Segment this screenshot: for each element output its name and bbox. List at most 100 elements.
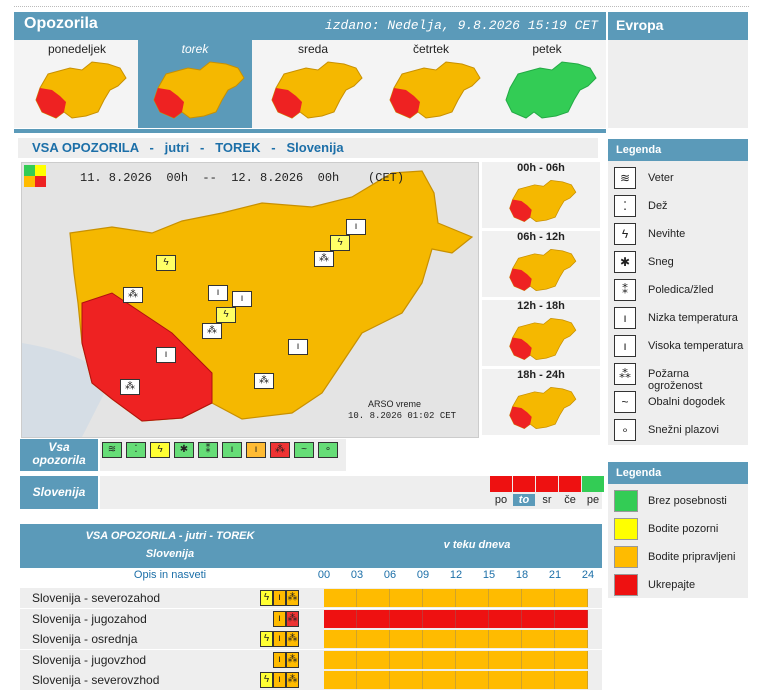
region-row-label: Slovenija - severozahod — [32, 591, 161, 605]
ice-icon: ⁑ — [614, 279, 636, 301]
timeline-segment — [522, 630, 555, 648]
lightning-icon[interactable]: ϟ — [330, 235, 350, 251]
timeslot-label: 06h - 12h — [517, 231, 565, 243]
timeline-segment — [456, 671, 489, 689]
top-divider — [14, 6, 749, 7]
day-letter: če — [564, 494, 576, 506]
fire-icon[interactable]: ⁂ — [286, 590, 299, 606]
fire-icon[interactable]: ⁂ — [286, 651, 299, 668]
wind-icon[interactable]: ≋ — [102, 442, 122, 458]
table-row[interactable]: Slovenija - jugovzhod ı ⁂ — [20, 649, 602, 670]
legend-types: ≋ Veter ⁚ Dež ϟ Nevihte ✱ Sneg ⁑ Poledica/žle… — [608, 161, 748, 445]
fire-icon[interactable]: ⁂ — [270, 442, 290, 458]
fire-icon[interactable]: ⁂ — [120, 379, 140, 395]
timeline-segment — [522, 589, 555, 607]
avalanche-icon[interactable]: ∘ — [318, 442, 338, 458]
day-swatch-to[interactable] — [513, 476, 535, 492]
timeline-segment — [489, 609, 522, 628]
timeline-segment — [357, 630, 390, 648]
all-warnings-label: Vsa opozorila — [20, 439, 98, 471]
fire-icon[interactable]: ⁂ — [254, 373, 274, 389]
region-row-label: Slovenija - jugovzhod — [32, 652, 147, 667]
high-temp-icon[interactable]: ı — [273, 590, 286, 606]
fire-icon[interactable]: ⁂ — [286, 631, 299, 647]
table-row[interactable]: Slovenija - jugozahod ı ⁂ — [20, 608, 602, 629]
lightning-icon[interactable]: ϟ — [260, 590, 273, 606]
day-label: petek — [532, 42, 562, 56]
timeslot-0[interactable]: 00h - 06h — [482, 162, 600, 228]
coastal-icon[interactable]: ~ — [294, 442, 314, 458]
high-temp-icon[interactable]: ı — [273, 631, 286, 647]
day-tab-cetrtek[interactable]: četrtek — [374, 40, 488, 128]
lightning-icon[interactable]: ϟ — [150, 442, 170, 458]
fire-icon[interactable]: ⁂ — [123, 287, 143, 303]
high-temp-icon[interactable]: ı — [273, 651, 286, 668]
timeline-segment — [324, 650, 357, 669]
timeline-subheader: Opis in nasveti 00 03 06 09 12 15 18 21 … — [20, 568, 602, 584]
high-temp-icon[interactable]: ı — [288, 339, 308, 355]
legend-item: Bodite pripravljeni — [614, 546, 744, 570]
lightning-icon[interactable]: ϟ — [216, 307, 236, 323]
region-day-strip: po to sr če pe — [100, 476, 604, 509]
timeslot-2[interactable]: 12h - 18h — [482, 300, 600, 366]
timeline-segment — [489, 589, 522, 607]
ice-icon[interactable]: ⁑ — [198, 442, 218, 458]
low-temp-icon[interactable]: ı — [222, 442, 242, 458]
day-swatch-ce[interactable] — [559, 476, 581, 492]
fire-icon[interactable]: ⁂ — [286, 610, 299, 627]
day-tab-torek[interactable]: torek — [138, 40, 252, 128]
table-row[interactable]: Slovenija - severozahod ϟ ı ⁂ — [20, 588, 602, 608]
table-row[interactable]: Slovenija - severovzhod ϟ ı ⁂ — [20, 670, 602, 690]
lightning-icon[interactable]: ϟ — [260, 631, 273, 647]
timeline-segment — [522, 671, 555, 689]
legend-label: Dež — [648, 200, 668, 212]
description-link[interactable]: Opis in nasveti — [133, 569, 207, 581]
region-row-label: Slovenija - jugozahod — [32, 611, 147, 626]
high-temp-icon[interactable]: ı — [273, 610, 286, 627]
timeline-segment — [324, 589, 357, 607]
timeline-segment — [423, 630, 456, 648]
rain-icon[interactable]: ⁚ — [126, 442, 146, 458]
timeline-segment — [456, 650, 489, 669]
europe-label: Evropa — [616, 17, 664, 33]
day-label: sreda — [297, 42, 329, 56]
snow-icon[interactable]: ✱ — [174, 442, 194, 458]
timeslot-3[interactable]: 18h - 24h — [482, 369, 600, 435]
timeslot-1[interactable]: 06h - 12h — [482, 231, 600, 297]
legend-item: Bodite pozorni — [614, 518, 744, 542]
slovenia-mini-map — [153, 61, 245, 119]
day-tab-petek[interactable]: petek — [490, 40, 604, 128]
timeline-segment — [357, 650, 390, 669]
europe-link[interactable]: Evropa — [608, 12, 748, 40]
day-tab-sreda[interactable]: sreda — [256, 40, 370, 128]
main-warning-map[interactable]: 11. 8.2026 00h -- 12. 8.2026 00h (CET) ϟ… — [21, 162, 479, 438]
day-tab-ponedeljek[interactable]: ponedeljek — [20, 40, 134, 128]
hour-tick: 12 — [449, 569, 463, 581]
high-temp-icon[interactable]: ı — [232, 291, 252, 307]
timeline-segment — [390, 630, 423, 648]
day-swatch-pe[interactable] — [582, 476, 604, 492]
slovenia-mini-map — [35, 61, 127, 119]
high-temp-icon[interactable]: ı — [273, 672, 286, 688]
timeline-segment — [489, 630, 522, 648]
timeline-table-header: VSA OPOZORILA - jutri - TOREK Slovenija … — [20, 524, 602, 568]
high-temp-icon[interactable]: ı — [208, 285, 228, 301]
timeline-segment — [390, 589, 423, 607]
lightning-icon[interactable]: ϟ — [156, 255, 176, 271]
day-swatch-po[interactable] — [490, 476, 512, 492]
timeline-segment — [456, 589, 489, 607]
high-temp-icon[interactable]: ı — [156, 347, 176, 363]
timeline-segment — [357, 589, 390, 607]
fire-icon[interactable]: ⁂ — [314, 251, 334, 267]
map-credit: ARSO vreme — [368, 399, 422, 409]
high-temp-icon[interactable]: ı — [346, 219, 366, 235]
legend-item: Ukrepajte — [614, 574, 744, 598]
lightning-icon[interactable]: ϟ — [260, 672, 273, 688]
fire-icon[interactable]: ⁂ — [286, 672, 299, 688]
table-row[interactable]: Slovenija - osrednja ϟ ı ⁂ — [20, 629, 602, 649]
fire-icon[interactable]: ⁂ — [202, 323, 222, 339]
europe-panel — [608, 40, 748, 128]
high-temp-icon[interactable]: ı — [246, 442, 266, 458]
legend-levels: Brez posebnosti Bodite pozorni Bodite pr… — [608, 484, 748, 598]
day-swatch-sr[interactable] — [536, 476, 558, 492]
